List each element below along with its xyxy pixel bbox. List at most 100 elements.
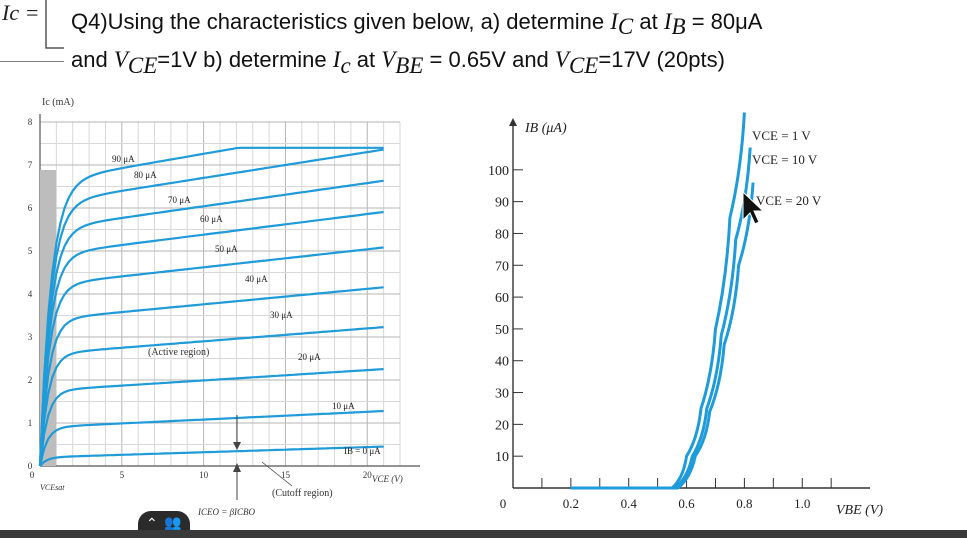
curve-label: 90 μA [112,154,135,164]
and-text: and [71,47,114,73]
input-characteristics-chart: 10 20 30 40 50 60 70 80 90 100 0 0.2 0.4 0.6 0.8 1.0 VC… [488,112,883,518]
input-y-tick-label: 20 [495,418,509,433]
ic2-subscript: c [340,52,351,78]
ib-curve [38,286,384,467]
iceo-arrowhead-down [233,442,241,450]
output-x-tick-label: 0 [30,470,35,480]
ib-curve [38,179,384,467]
input-x-tick-label: 1.0 [794,496,810,511]
bottom-toolbar [0,530,967,538]
vbe-value: = 0.65V and [423,47,555,73]
input-chart-curves [570,112,755,490]
output-characteristics-chart: 0 1 2 3 4 5 6 7 8 0 5 10 15 20 90 μA 80 μA 70 μA 60 μA 50… [28,97,448,528]
input-y-axis-arrow [509,118,517,126]
cutoff-region-label: (Cutoff region) [272,488,333,499]
curve-label: 80 μA [134,170,157,180]
output-x-tick-label: 5 [120,470,125,480]
output-chart-background [30,100,448,528]
input-chart-ylabel: IB (μA) [524,121,567,136]
ib-curve [39,445,384,467]
active-region-label: (Active region) [148,347,209,358]
vce-curve [570,112,746,490]
ic-subscript: C [617,14,634,40]
curve-label: 20 μA [298,352,321,362]
vce2-subscript: CE [568,52,599,78]
curve-label: 50 μA [215,244,238,254]
output-y-tick-label: 8 [28,117,33,127]
output-y-tick-label: 1 [28,418,33,428]
output-chart-xlabel: VCE (V) [372,474,403,484]
ib-curve [38,148,384,467]
input-chart-xlabel: VBE (V) [836,503,883,518]
cutoff-pointer [261,461,293,487]
input-x-tick-label: 0.8 [736,496,752,511]
input-y-tick-label: 70 [495,259,509,274]
curve-label: 10 μA [332,401,355,411]
corner-bracket [0,0,64,62]
ic2-symbol: I [332,47,341,73]
curve-label: 40 μA [245,274,268,284]
question-line-2: and VCE=1V b) determine Ic at VBE = 0.65… [71,44,762,82]
iceo-label: ICEO = βICBO [197,507,256,517]
input-x-tick-label: 0 [500,496,507,511]
series-label: VCE = 10 V [752,152,818,167]
output-chart-ticks: 0 1 2 3 4 5 6 7 8 0 5 10 15 20 [28,117,373,480]
users-icon: 👥 [164,514,182,530]
output-y-tick-label: 4 [28,289,33,299]
input-x-tick-label: 0.2 [563,496,579,511]
ib-curve [38,246,384,467]
ic-symbol: I [610,9,618,34]
series-label: VCE = 1 V [752,128,811,143]
output-chart-curves [38,146,384,467]
ib-subscript: B [671,14,686,40]
ib-curve [38,368,384,467]
vbe-subscript: BE [395,52,424,78]
ib-curve [38,409,384,467]
input-x-tick-label: 0.6 [678,496,695,511]
vce-curve [570,182,755,490]
vbe-symbol: V [381,47,396,73]
output-chart-curve-labels: 90 μA 80 μA 70 μA 60 μA 50 μA 40 μA 30 μA 20 μA… [112,154,381,456]
vce-curve [570,147,752,490]
output-y-tick-label: 3 [28,332,33,342]
curve-label: IB = 0 μA [344,446,381,456]
at2-text: at [350,47,382,73]
output-x-tick-label: 15 [281,470,291,480]
output-y-tick-label: 5 [28,246,33,256]
output-x-tick-label: 10 [199,470,209,480]
vce-symbol: V [113,47,128,73]
mouse-cursor-icon [742,190,765,225]
input-y-tick-label: 60 [495,291,509,306]
at-text: at [633,9,664,34]
output-x-tick-label: 20 [363,470,373,480]
question-prefix: Q4)Using the characteristics given below… [71,9,611,34]
corner-label: Ic = [2,0,40,25]
question-tail: =17V (20pts) [598,47,725,73]
input-chart-series-labels: VCE = 1 V VCE = 10 V VCE = 20 V [752,128,822,208]
vcesat-label: VCEsat [40,483,65,492]
chevron-up-icon[interactable]: ⌃ [146,515,158,531]
output-y-tick-label: 7 [28,160,33,170]
input-x-tick-label: 0.4 [621,496,638,511]
curve-label: 30 μA [270,310,293,320]
input-y-tick-label: 50 [495,323,509,338]
ib-value: = 80μA [685,9,763,34]
input-chart-axes: 10 20 30 40 50 60 70 80 90 100 0 0.2 0.4 0.6 0.8 1.0 [488,118,870,511]
ib-curve [38,146,384,467]
input-y-tick-label: 100 [488,164,509,179]
ib-symbol: I [663,9,672,34]
ib-curve [38,210,384,467]
iceo-arrowhead-up [233,463,241,472]
vce-subscript: CE [127,52,158,78]
input-y-tick-label: 10 [495,450,509,465]
question-line-1: Q4)Using the characteristics given below… [71,6,762,44]
output-chart-ylabel: Ic (mA) [42,97,74,108]
input-y-tick-label: 80 [495,227,509,242]
vce2-symbol: V [554,47,569,73]
output-y-tick-label: 0 [28,461,33,471]
series-label: VCE = 20 V [756,193,822,208]
input-y-tick-label: 40 [495,355,509,370]
output-y-tick-label: 2 [28,375,33,385]
curve-label: 60 μA [200,214,223,224]
